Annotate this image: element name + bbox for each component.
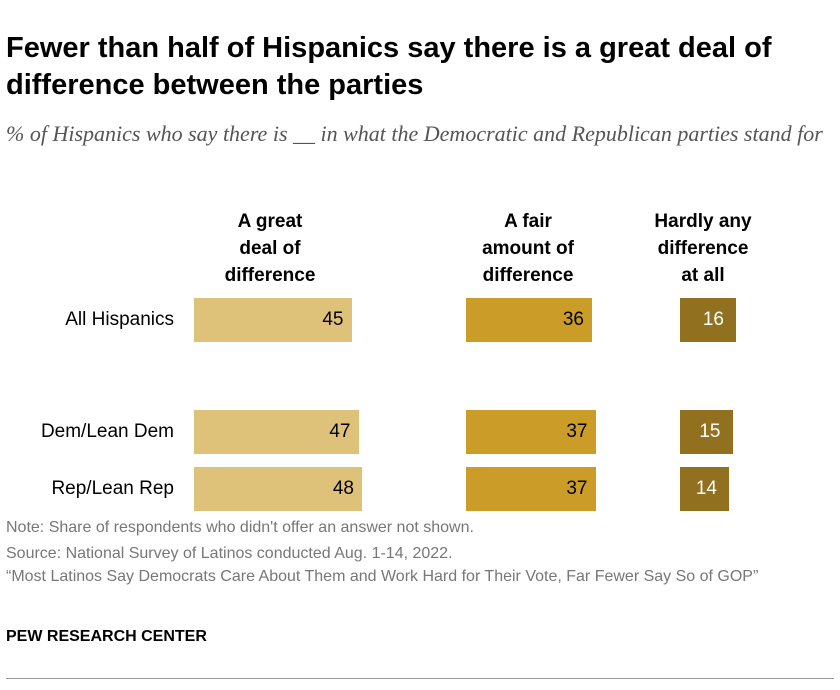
bar	[680, 298, 736, 342]
legend-header: A great deal of difference	[224, 211, 316, 286]
bar	[466, 410, 596, 454]
data-label: 14	[695, 478, 717, 499]
data-label: 15	[699, 421, 721, 442]
data-label: 47	[329, 421, 351, 442]
data-label: 45	[322, 309, 344, 330]
bar	[194, 298, 352, 342]
category-label: Dem/Lean Dem	[40, 421, 174, 442]
data-label: 37	[566, 421, 588, 442]
bar	[466, 467, 596, 511]
source: Source: National Survey of Latinos condu…	[6, 545, 453, 562]
legend-header: A fair amount of difference	[482, 211, 574, 286]
data-label: 37	[566, 478, 588, 499]
data-label: 16	[702, 309, 724, 330]
chart-subtitle: % of Hispanics who say there is __ in wh…	[6, 121, 823, 146]
bottom-divider	[6, 678, 834, 679]
report-title: “Most Latinos Say Democrats Care About T…	[6, 568, 759, 585]
category-label: Rep/Lean Rep	[51, 478, 174, 499]
category-label: All Hispanics	[65, 309, 174, 330]
bar	[466, 298, 592, 342]
legend-header: Hardly any difference at all	[654, 211, 752, 286]
chart-title: Fewer than half of Hispanics say there i…	[6, 32, 772, 101]
bar	[194, 467, 362, 511]
note: Note: Share of respondents who didn't of…	[6, 519, 474, 536]
data-label: 36	[562, 309, 584, 330]
bar	[680, 467, 729, 511]
brand-logo: PEW RESEARCH CENTER	[6, 628, 207, 645]
bar	[194, 410, 359, 454]
bar	[680, 410, 733, 454]
data-label: 48	[332, 478, 354, 499]
